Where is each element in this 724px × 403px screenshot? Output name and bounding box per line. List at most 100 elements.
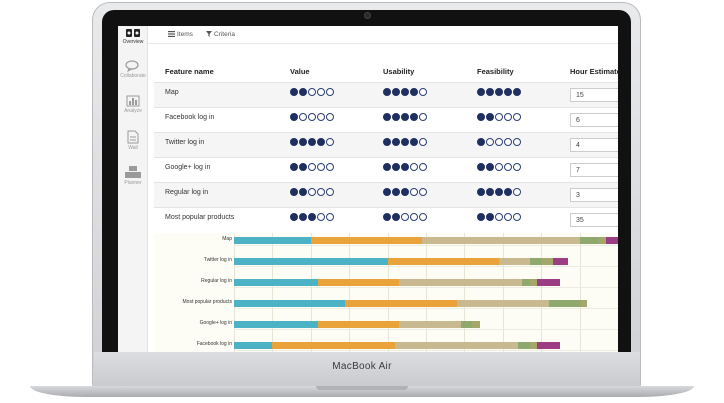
rating-dot[interactable] (317, 113, 325, 121)
tab-criteria[interactable]: Criteria (206, 31, 235, 38)
rating-dot[interactable] (401, 113, 409, 121)
sidebar-item-planner[interactable]: Planner (118, 165, 148, 186)
rating-dot[interactable] (504, 163, 512, 171)
table-row[interactable]: Twitter log in (154, 132, 618, 157)
rating-dot[interactable] (401, 213, 409, 221)
rating-dot[interactable] (410, 138, 418, 146)
rating-dot[interactable] (299, 163, 307, 171)
rating-dot[interactable] (299, 188, 307, 196)
column-header[interactable]: Hour Estimate (570, 67, 618, 76)
rating-dot[interactable] (419, 138, 427, 146)
rating-dot[interactable] (419, 188, 427, 196)
rating-dot[interactable] (410, 213, 418, 221)
rating-dot[interactable] (299, 88, 307, 96)
rating-dot[interactable] (410, 88, 418, 96)
column-header[interactable]: Feasibility (477, 67, 514, 76)
value-rating[interactable] (290, 138, 334, 146)
feasibility-rating[interactable] (477, 213, 521, 221)
value-rating[interactable] (290, 113, 334, 121)
sidebar-item-overview[interactable]: Overview (118, 28, 148, 45)
hour-estimate-input[interactable] (570, 113, 618, 127)
rating-dot[interactable] (317, 213, 325, 221)
rating-dot[interactable] (495, 138, 503, 146)
usability-rating[interactable] (383, 163, 427, 171)
table-row[interactable]: Most popular products (154, 207, 618, 232)
table-row[interactable]: Google+ log in (154, 157, 618, 182)
rating-dot[interactable] (486, 88, 494, 96)
rating-dot[interactable] (513, 213, 521, 221)
rating-dot[interactable] (299, 213, 307, 221)
rating-dot[interactable] (513, 188, 521, 196)
tab-items[interactable]: Items (168, 31, 193, 38)
rating-dot[interactable] (495, 213, 503, 221)
rating-dot[interactable] (290, 113, 298, 121)
rating-dot[interactable] (495, 163, 503, 171)
rating-dot[interactable] (392, 163, 400, 171)
rating-dot[interactable] (495, 113, 503, 121)
rating-dot[interactable] (513, 138, 521, 146)
rating-dot[interactable] (317, 88, 325, 96)
rating-dot[interactable] (513, 163, 521, 171)
rating-dot[interactable] (401, 88, 409, 96)
rating-dot[interactable] (299, 113, 307, 121)
value-rating[interactable] (290, 88, 334, 96)
rating-dot[interactable] (513, 88, 521, 96)
rating-dot[interactable] (290, 213, 298, 221)
rating-dot[interactable] (308, 163, 316, 171)
rating-dot[interactable] (290, 138, 298, 146)
rating-dot[interactable] (392, 188, 400, 196)
column-header[interactable]: Usability (383, 67, 415, 76)
rating-dot[interactable] (308, 138, 316, 146)
rating-dot[interactable] (299, 138, 307, 146)
rating-dot[interactable] (326, 213, 334, 221)
rating-dot[interactable] (317, 163, 325, 171)
rating-dot[interactable] (401, 138, 409, 146)
rating-dot[interactable] (326, 138, 334, 146)
table-row[interactable]: Regular log in (154, 182, 618, 207)
rating-dot[interactable] (504, 138, 512, 146)
value-rating[interactable] (290, 188, 334, 196)
rating-dot[interactable] (326, 113, 334, 121)
rating-dot[interactable] (486, 163, 494, 171)
usability-rating[interactable] (383, 188, 427, 196)
feasibility-rating[interactable] (477, 138, 521, 146)
rating-dot[interactable] (410, 113, 418, 121)
rating-dot[interactable] (317, 138, 325, 146)
table-row[interactable]: Map (154, 82, 618, 107)
column-header[interactable]: Value (290, 67, 310, 76)
rating-dot[interactable] (419, 213, 427, 221)
rating-dot[interactable] (477, 163, 485, 171)
rating-dot[interactable] (383, 213, 391, 221)
value-rating[interactable] (290, 163, 334, 171)
rating-dot[interactable] (308, 88, 316, 96)
rating-dot[interactable] (392, 88, 400, 96)
rating-dot[interactable] (419, 88, 427, 96)
rating-dot[interactable] (486, 213, 494, 221)
rating-dot[interactable] (477, 188, 485, 196)
column-header[interactable]: Feature name (165, 67, 214, 76)
rating-dot[interactable] (383, 163, 391, 171)
rating-dot[interactable] (383, 188, 391, 196)
hour-estimate-input[interactable] (570, 163, 618, 177)
rating-dot[interactable] (326, 88, 334, 96)
rating-dot[interactable] (486, 138, 494, 146)
sidebar-item-wall[interactable]: Wall (118, 130, 148, 151)
sidebar-item-analyze[interactable]: Analyze (118, 95, 148, 114)
rating-dot[interactable] (290, 88, 298, 96)
rating-dot[interactable] (326, 188, 334, 196)
rating-dot[interactable] (477, 213, 485, 221)
rating-dot[interactable] (401, 163, 409, 171)
rating-dot[interactable] (504, 113, 512, 121)
feasibility-rating[interactable] (477, 163, 521, 171)
rating-dot[interactable] (495, 88, 503, 96)
rating-dot[interactable] (383, 113, 391, 121)
feasibility-rating[interactable] (477, 113, 521, 121)
rating-dot[interactable] (513, 113, 521, 121)
rating-dot[interactable] (486, 113, 494, 121)
usability-rating[interactable] (383, 88, 427, 96)
rating-dot[interactable] (308, 213, 316, 221)
rating-dot[interactable] (392, 138, 400, 146)
rating-dot[interactable] (392, 113, 400, 121)
sidebar-item-collaborate[interactable]: Collaborate (118, 60, 148, 79)
rating-dot[interactable] (317, 188, 325, 196)
